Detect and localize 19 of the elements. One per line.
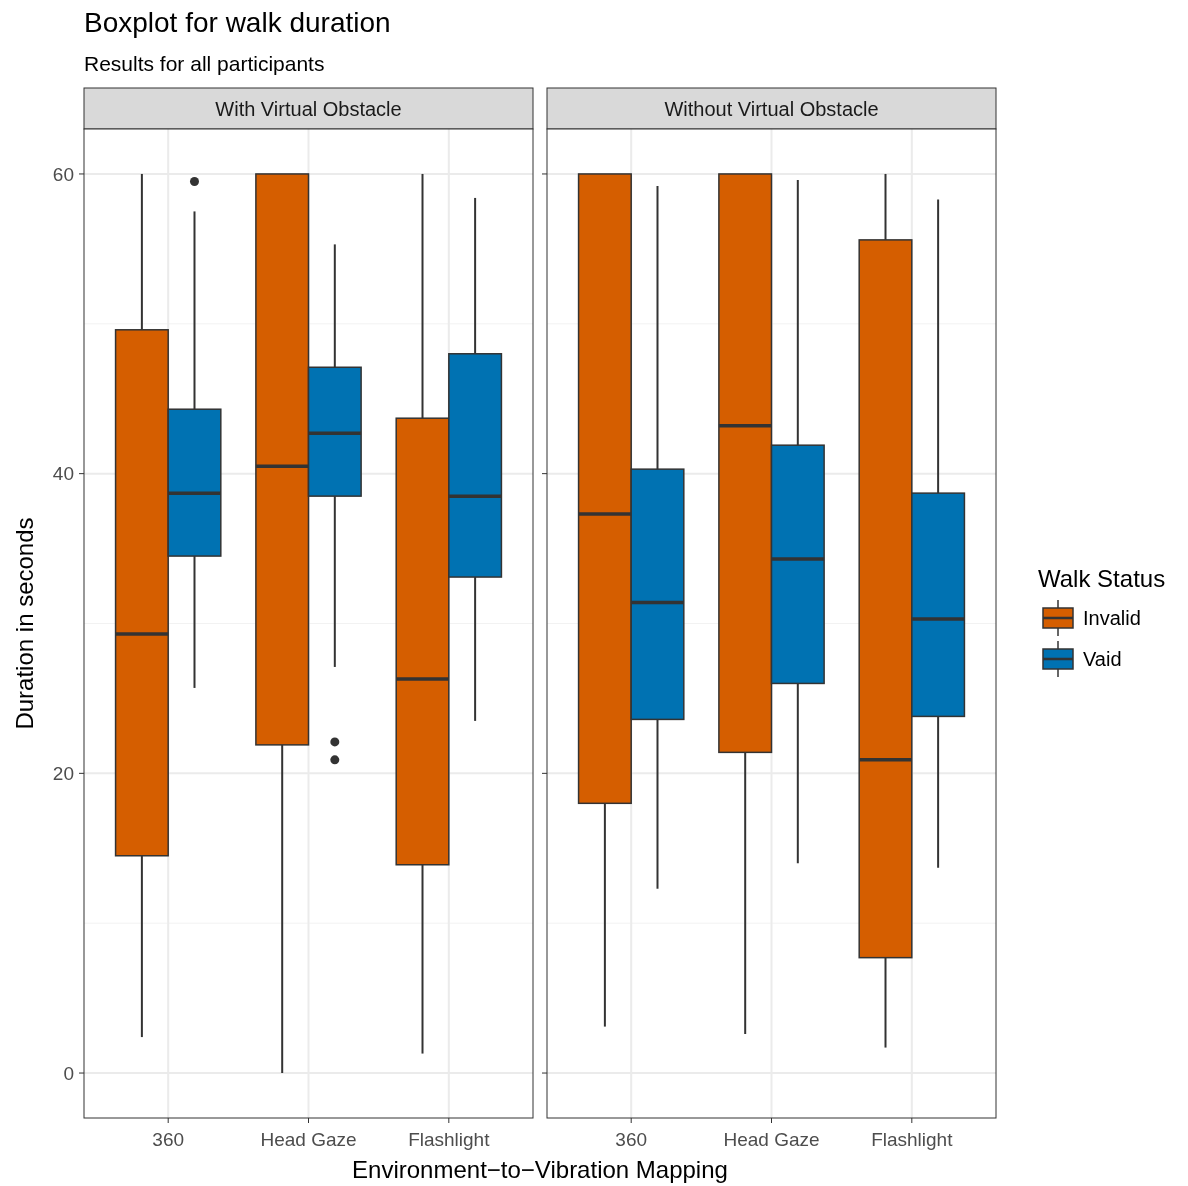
text: Results for all participants	[84, 52, 325, 75]
x-tick-label: Flashlight	[871, 1129, 954, 1150]
x-axis-title: Environment−to−Vibration Mapping	[352, 1156, 728, 1183]
text: Boxplot for walk duration	[84, 7, 391, 38]
y-axis-title: Duration in seconds	[11, 517, 38, 730]
x-tick-label: 360	[615, 1129, 648, 1150]
legend-title: Walk Status	[1038, 565, 1166, 592]
legend-label: Vaid	[1083, 648, 1122, 670]
legend-label: Invalid	[1083, 607, 1141, 629]
y-tick-label: 20	[52, 763, 74, 784]
y-tick-label: 0	[63, 1062, 74, 1084]
y-tick-label: 60	[52, 163, 74, 185]
x-tick-label: Flashlight	[408, 1129, 491, 1150]
x-tick-label: Head Gaze	[260, 1129, 357, 1150]
chart-title: Without Virtual Obstacle	[664, 98, 879, 120]
x-tick-label: 360	[152, 1129, 185, 1150]
y-tick-label: 40	[52, 463, 74, 485]
chart-title: With Virtual Obstacle	[215, 98, 402, 120]
x-tick-label: Head Gaze	[723, 1129, 820, 1150]
